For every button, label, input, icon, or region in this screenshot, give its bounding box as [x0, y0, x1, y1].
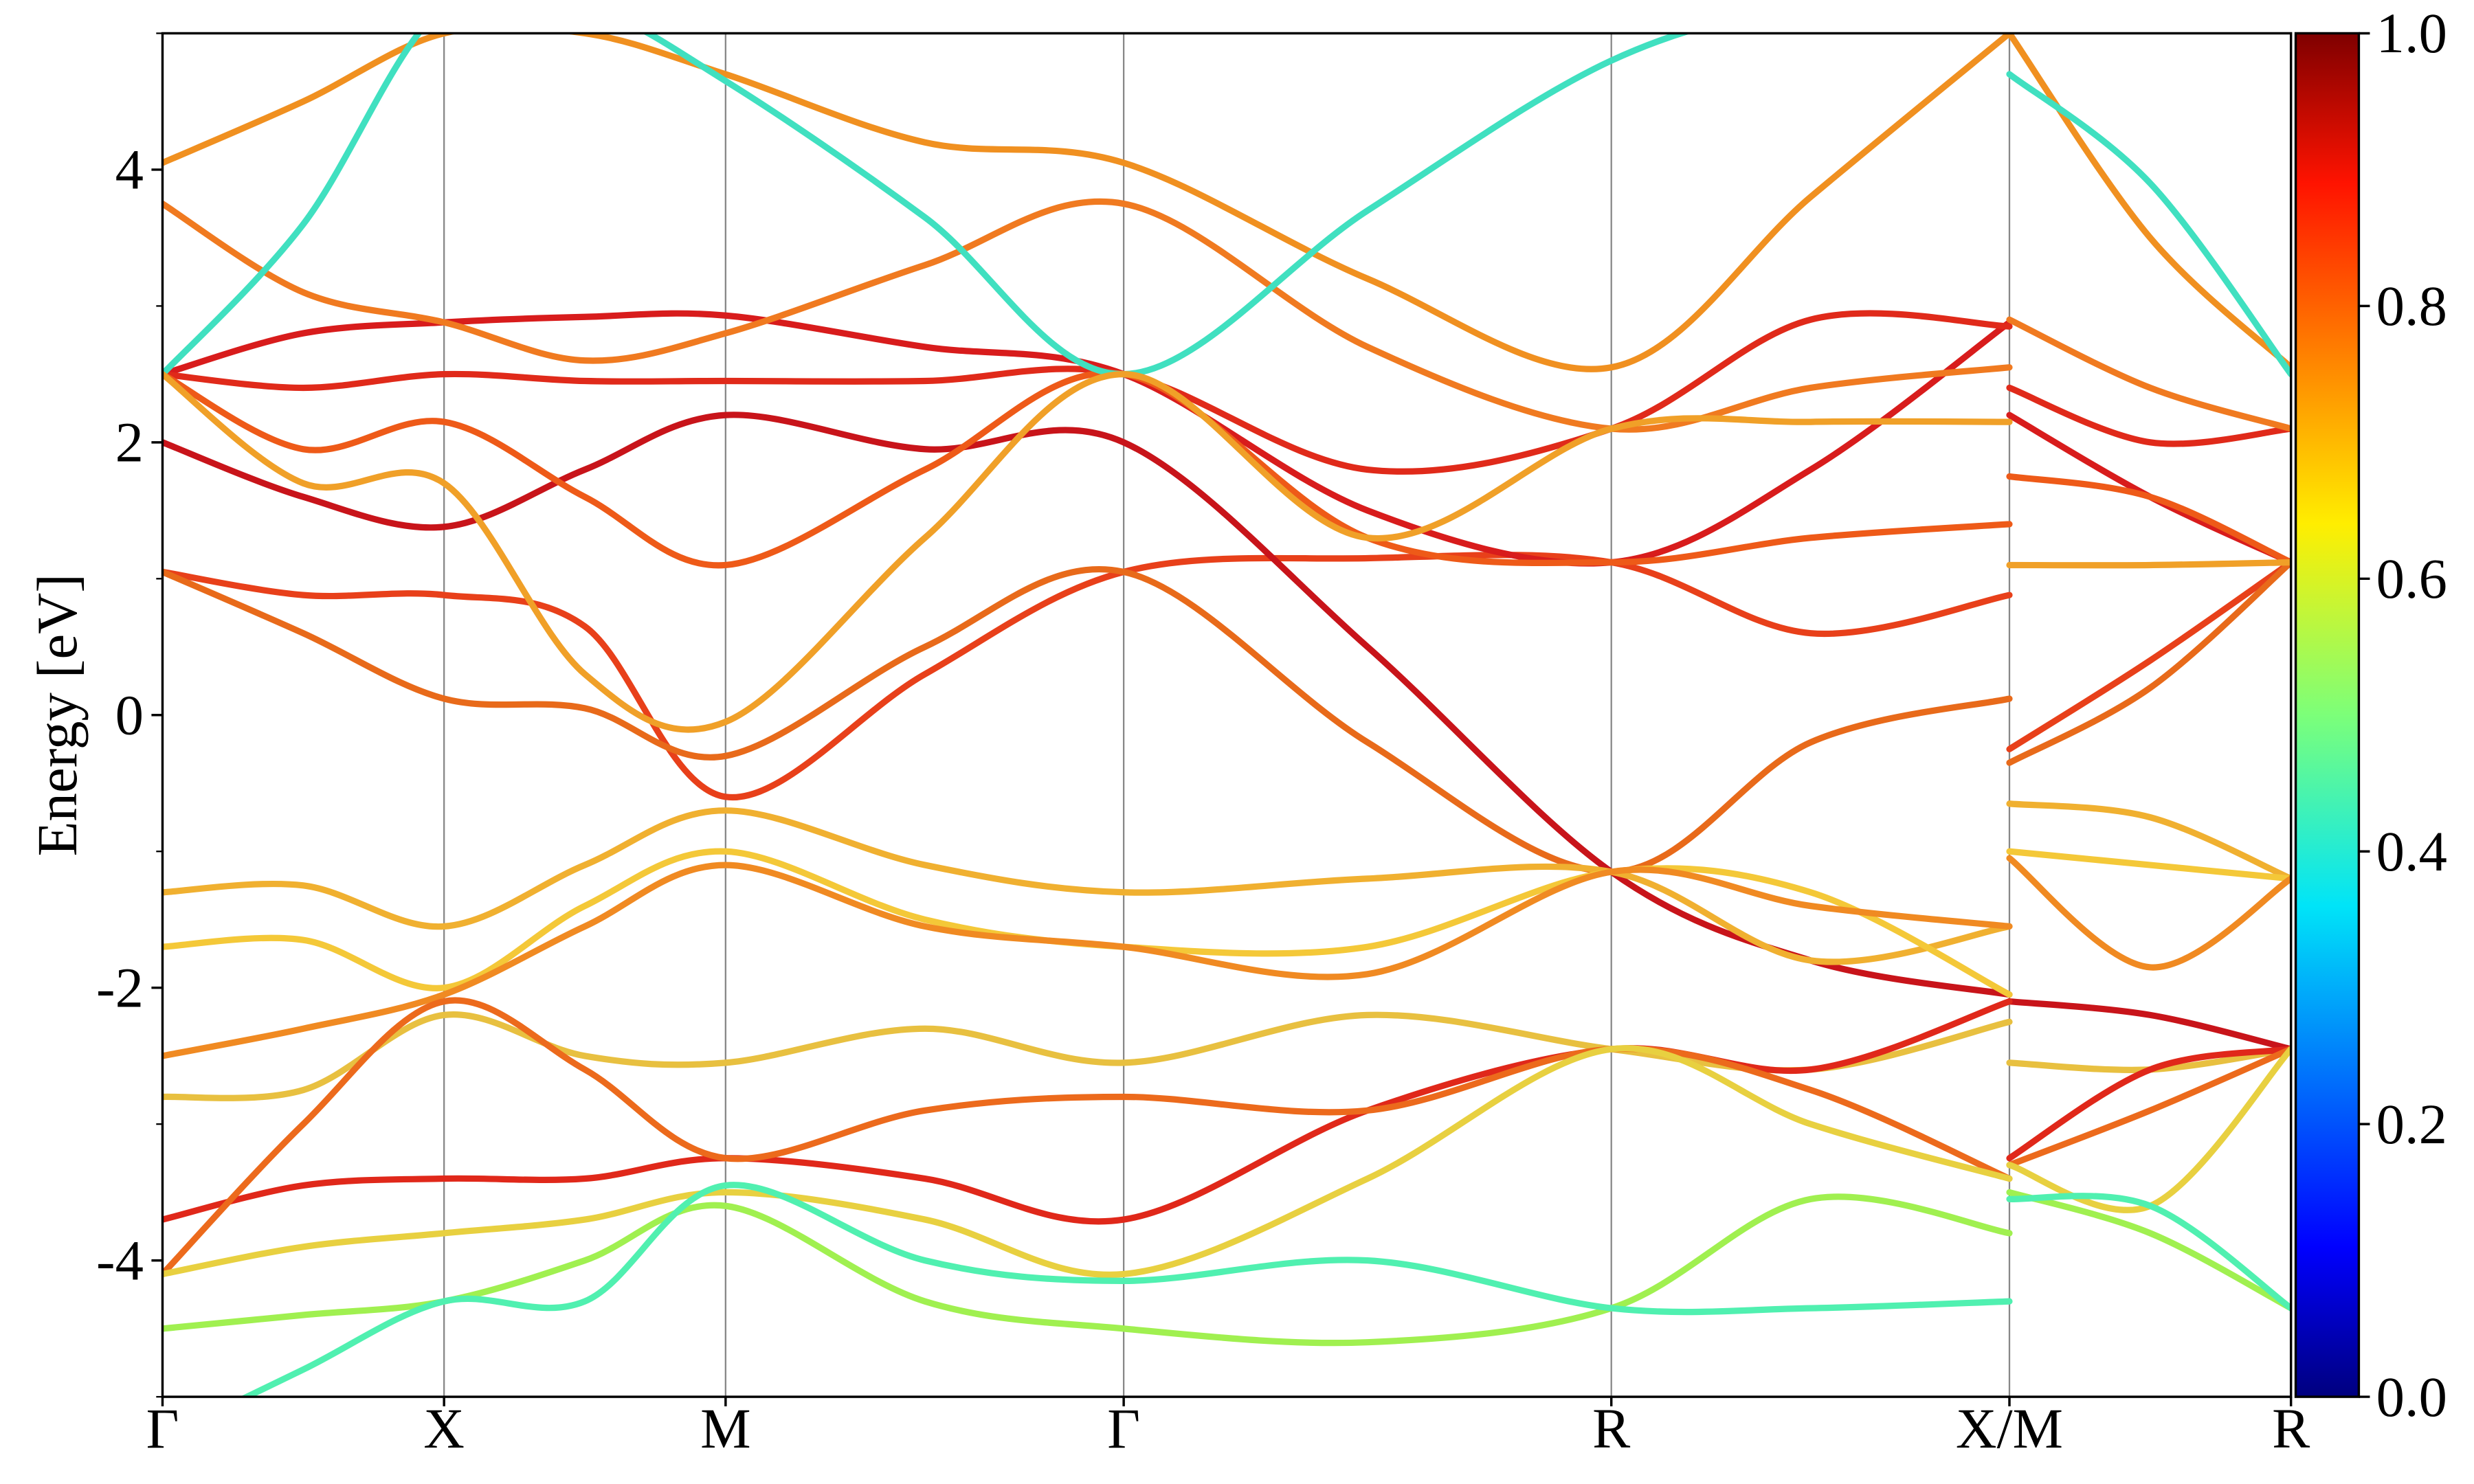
band: [162, 33, 1692, 378]
colorbar-tick-label: 1.0: [2376, 1, 2447, 65]
y-tick-label: -4: [96, 1228, 144, 1292]
band: [2006, 71, 2291, 378]
band: [2006, 800, 2291, 882]
colorbar-tick-label: 0.6: [2376, 547, 2447, 610]
x-tick-label: X: [423, 1397, 465, 1460]
band: [2006, 559, 2291, 752]
band: [2006, 855, 2291, 971]
band: [2006, 384, 2291, 447]
y-tick-label: 4: [115, 137, 144, 201]
band: [2006, 1046, 2291, 1169]
band: [2006, 559, 2291, 766]
colorbar-tick-label: 0.4: [2376, 820, 2447, 883]
bands: [162, 33, 2291, 1397]
x-tick-label: R: [2272, 1397, 2310, 1460]
band: [162, 997, 2013, 1278]
band: [2006, 848, 2291, 882]
band: [162, 807, 2013, 965]
band: [162, 552, 2013, 801]
colorbar-tick-label: 0.0: [2376, 1365, 2447, 1428]
x-tick-label: Γ: [1107, 1397, 1140, 1460]
axes: Γ X M Γ R X/M R -4 -2 0 2 4 0.0 0.2 0.4 0.6 0.8 1.0: [96, 1, 2447, 1460]
band: [162, 370, 2013, 569]
band: [2006, 998, 2291, 1053]
band: [239, 1182, 2013, 1397]
x-tick-label: R: [1592, 1397, 1631, 1460]
y-tick-label: -2: [96, 956, 144, 1019]
band: [2006, 1193, 2291, 1312]
band: [162, 565, 2013, 875]
band: [2006, 1046, 2291, 1162]
band: [2006, 316, 2291, 432]
band: [162, 848, 2013, 998]
band: [162, 198, 2013, 433]
band: [162, 862, 2013, 1059]
band: [162, 33, 2013, 372]
band: [162, 998, 2013, 1225]
band: [2006, 33, 2291, 371]
colorbar: [2294, 32, 2361, 1398]
y-tick-label: 2: [115, 410, 144, 473]
band: [2006, 559, 2291, 569]
x-tick-label: X/M: [1956, 1397, 2063, 1460]
grid: [161, 33, 2292, 1397]
colorbar-tick-label: 0.8: [2376, 274, 2447, 337]
y-axis-label: Energy [eV]: [25, 574, 89, 856]
band: [162, 412, 2013, 998]
y-tick-label: 0: [115, 683, 144, 746]
band: [162, 310, 2013, 475]
plot-frame: [161, 32, 2293, 1398]
colorbar-tick-label: 0.2: [2376, 1092, 2447, 1156]
x-tick-label: Γ: [146, 1397, 179, 1460]
band: [162, 1045, 2013, 1279]
band: [2006, 1189, 2291, 1312]
band: [2006, 473, 2291, 566]
x-tick-label: M: [700, 1397, 750, 1460]
band: [162, 370, 2013, 733]
